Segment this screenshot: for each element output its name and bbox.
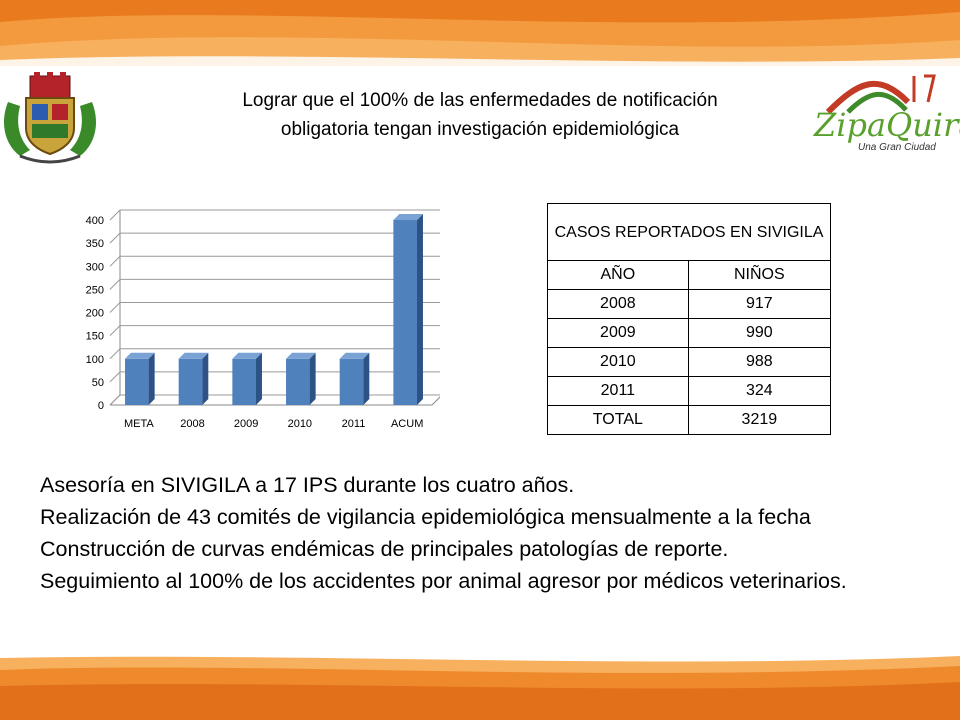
- table-cell-count: 990: [687, 318, 832, 348]
- table-row: 2010 988: [547, 347, 832, 377]
- table-row: 2009 990: [547, 318, 832, 348]
- bullet-item: Realización de 43 comités de vigilancia …: [40, 505, 811, 529]
- bar-side: [363, 352, 370, 405]
- y-tick-label: 100: [86, 354, 104, 366]
- table-cell-count: 988: [687, 347, 832, 377]
- table-header: CASOS REPORTADOS EN SIVIGILA: [547, 203, 831, 261]
- bar-side: [148, 352, 155, 405]
- municipal-crest-logo: [4, 72, 96, 164]
- bar-side: [255, 352, 262, 405]
- table-row: 2008 917: [547, 289, 832, 319]
- table-header-row: CASOS REPORTADOS EN SIVIGILA: [547, 203, 831, 261]
- x-tick-label: 2010: [288, 418, 312, 430]
- bottom-decorative-band: [0, 656, 960, 720]
- bar: [232, 358, 256, 405]
- bar-top: [286, 352, 316, 359]
- y-tick-label: 0: [98, 400, 104, 412]
- table-cell-year: 2010: [547, 347, 689, 377]
- y-tick-label: 200: [86, 308, 104, 320]
- x-tick-label: ACUM: [391, 418, 423, 430]
- bar: [339, 358, 364, 405]
- bar-top: [178, 352, 209, 359]
- y-tick-label: 150: [86, 331, 104, 343]
- logo-wordmark: ZipaQuirá: [814, 106, 960, 144]
- bar-side: [202, 352, 209, 405]
- bar: [125, 358, 149, 405]
- y-tick-label: 350: [86, 238, 104, 250]
- bullet-item: Construcción de curvas endémicas de prin…: [40, 537, 729, 561]
- bar-side: [309, 352, 316, 405]
- column-header-year: AÑO: [547, 260, 689, 290]
- table-cell-year: 2008: [547, 289, 689, 319]
- table-row-total: TOTAL 3219: [547, 405, 832, 435]
- y-tick-label: 50: [92, 377, 104, 389]
- table-cell-year: 2011: [547, 376, 689, 406]
- chart-gridline: [109, 232, 440, 244]
- chart-gridline: [109, 394, 440, 406]
- bar: [178, 358, 203, 405]
- bar: [286, 358, 310, 405]
- column-header-children: NIÑOS: [687, 260, 832, 290]
- bar-top: [339, 352, 370, 359]
- top-decorative-band: [0, 0, 960, 66]
- x-tick-label: 2011: [342, 418, 366, 430]
- chart-gridline: [109, 325, 440, 336]
- chart-gridline: [109, 255, 440, 267]
- bar-top: [232, 352, 262, 359]
- table-row: 2011 324: [547, 376, 832, 406]
- x-tick-label: META: [124, 418, 154, 430]
- table-column-row: AÑO NIÑOS: [547, 260, 832, 290]
- bar-top: [393, 214, 423, 220]
- bar-top: [125, 352, 155, 359]
- slide-title-line-2: obligatoria tengan investigación epidemi…: [280, 119, 680, 140]
- bullet-item: Seguimiento al 100% de los accidentes po…: [40, 569, 847, 593]
- chart-axes: [109, 210, 440, 406]
- bar: [393, 220, 417, 405]
- chart-gridline: [109, 371, 440, 383]
- cases-table: CASOS REPORTADOS EN SIVIGILA AÑO NIÑOS 2…: [547, 203, 832, 435]
- logo-tagline: Una Gran Ciudad: [858, 142, 936, 153]
- y-tick-label: 300: [86, 261, 104, 273]
- y-tick-label: 250: [86, 284, 104, 296]
- slide-title-line-1: Lograr que el 100% de las enfermedades d…: [242, 90, 718, 111]
- table-cell-count: 917: [687, 289, 832, 319]
- table-cell-total-label: TOTAL: [547, 405, 689, 435]
- chart-gridline: [109, 209, 440, 221]
- bar-side: [416, 214, 423, 405]
- table-cell-year: 2009: [547, 318, 689, 348]
- x-tick-label: 2009: [234, 418, 258, 430]
- bullet-list: Asesoría en SIVIGILA a 17 IPS durante lo…: [40, 474, 920, 602]
- chart-gridline: [109, 348, 440, 360]
- bar-chart: 0 50 100 150 200 250 300 350 400 META 2008 2009 2010…: [86, 209, 440, 430]
- x-tick-label: 2008: [180, 418, 204, 430]
- chart-gridline: [109, 278, 440, 290]
- bullet-item: Asesoría en SIVIGILA a 17 IPS durante lo…: [40, 473, 575, 497]
- y-tick-label: 400: [86, 215, 104, 227]
- table-cell-count: 324: [687, 376, 832, 406]
- chart-gridline: [109, 302, 440, 313]
- chart-floor: [110, 396, 440, 406]
- table-cell-total-value: 3219: [687, 405, 832, 435]
- slide-title: Lograr que el 100% de las enfermedades d…: [130, 86, 830, 144]
- zipaquira-logo: ZipaQuirá Una Gran Ciudad: [788, 72, 960, 158]
